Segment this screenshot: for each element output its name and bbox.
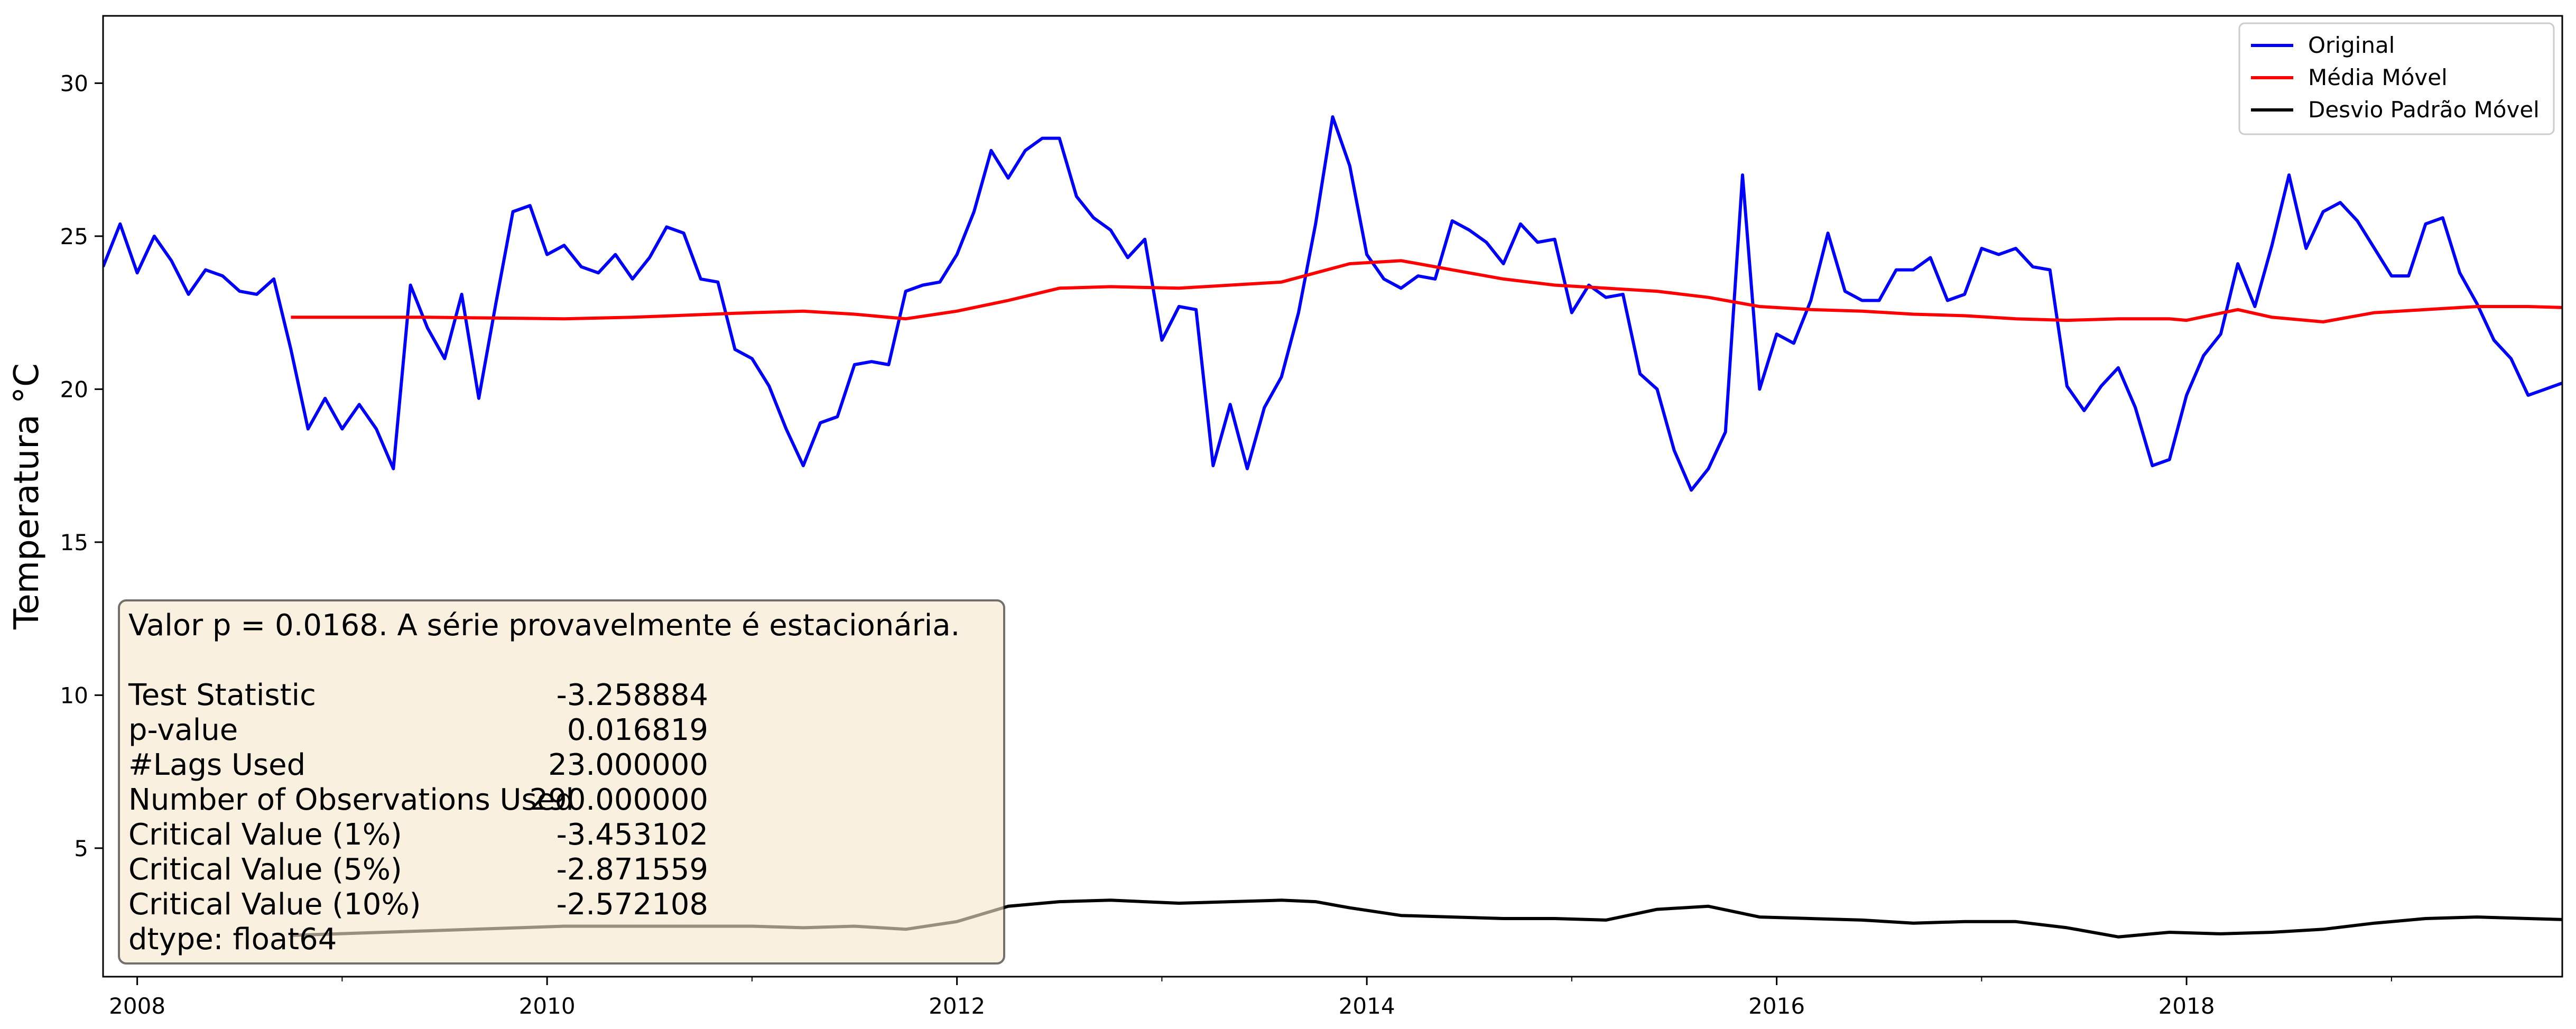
x-tick-label: 2010 — [519, 993, 576, 1019]
legend-label: Desvio Padrão Móvel — [2308, 97, 2540, 123]
stats-row-value: -3.258884 — [557, 678, 708, 712]
stats-row-value: 0.016819 — [567, 713, 708, 747]
y-tick-label: 30 — [60, 70, 88, 96]
stats-row-value: 290.000000 — [530, 783, 708, 817]
stats-row-value: -2.871559 — [557, 852, 708, 887]
series-line-original — [103, 115, 2562, 492]
stats-dtype: dtype: float64 — [128, 922, 337, 957]
stats-row-label: Critical Value (1%) — [128, 818, 402, 852]
stats-row-value: -2.572108 — [557, 887, 708, 922]
legend-label: Média Móvel — [2308, 64, 2448, 90]
stats-summary: Valor p = 0.0168. A série provavelmente … — [128, 608, 960, 643]
stats-box — [118, 599, 1005, 965]
stats-row-value: 23.000000 — [548, 748, 708, 782]
x-tick-label: 2014 — [1339, 993, 1395, 1019]
stats-row-label: Critical Value (10%) — [128, 887, 421, 922]
legend-label: Original — [2308, 32, 2395, 58]
y-tick-label: 5 — [74, 836, 88, 861]
y-tick-label: 15 — [60, 530, 88, 555]
stats-row-label: Number of Observations Used — [128, 783, 574, 817]
x-tick-label: 2018 — [2158, 993, 2215, 1019]
stats-row-label: p-value — [128, 713, 238, 747]
stats-row-value: -3.453102 — [557, 818, 708, 852]
y-tick-label: 25 — [60, 224, 88, 249]
plot-frame — [102, 15, 2563, 978]
legend-box — [2238, 22, 2555, 135]
x-tick-label: 2008 — [109, 993, 165, 1019]
y-tick-label: 10 — [60, 682, 88, 708]
x-tick-label: 2012 — [929, 993, 985, 1019]
y-tick-label: 20 — [60, 376, 88, 402]
y-axis-label: Temperatura °C — [7, 363, 47, 630]
series-line-desvio-padrao-movel — [291, 898, 2562, 939]
stats-row-label: Critical Value (5%) — [128, 852, 402, 887]
series-line-media-movel — [291, 259, 2562, 323]
stats-row-label: Test Statistic — [128, 678, 316, 712]
x-tick-label: 2016 — [1748, 993, 1805, 1019]
stats-row-label: #Lags Used — [128, 748, 305, 782]
